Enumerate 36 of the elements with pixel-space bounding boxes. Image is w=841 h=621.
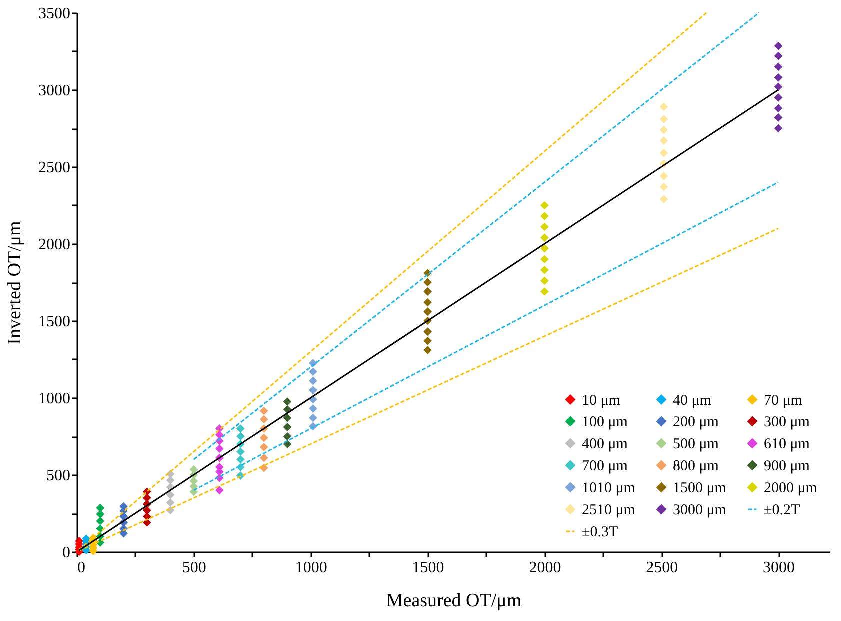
y-tick-label: 3000 (38, 82, 70, 100)
legend-label: 800 μm (673, 458, 720, 474)
x-tick-label: 3000 (763, 560, 796, 576)
legend-label: 40 μm (673, 392, 712, 409)
x-tick-label: 0 (78, 560, 86, 576)
x-axis-title: Measured OT/μm (386, 590, 522, 612)
y-tick-label: 3500 (38, 6, 70, 22)
legend-label: ±0.2T (764, 502, 800, 518)
legend-label: 300 μm (764, 414, 810, 430)
y-tick-label: 2500 (38, 160, 70, 176)
legend-label: 1010 μm (582, 480, 636, 496)
x-tick-label: 2500 (646, 560, 678, 576)
legend-label: 1500 μm (673, 480, 727, 496)
y-tick-label: 500 (46, 468, 70, 484)
x-tick-label: 1500 (412, 560, 444, 576)
legend-label: ±0.3T (582, 524, 618, 540)
legend-label: 10 μm (582, 392, 621, 409)
y-tick-label: 2000 (38, 236, 70, 254)
legend-label: 70 μm (764, 392, 803, 409)
y-axis-title: Inverted OT/μm (4, 220, 26, 345)
x-tick-label: 2000 (529, 560, 562, 576)
legend-label: 2510 μm (582, 502, 636, 518)
x-tick-label: 1000 (295, 560, 328, 576)
legend-label: 3000 μm (673, 502, 727, 518)
y-tick-label: 0 (62, 544, 70, 562)
legend-label: 200 μm (673, 414, 720, 430)
x-tick-label: 500 (182, 560, 206, 576)
y-tick-label: 1500 (38, 314, 70, 330)
legend-label: 400 μm (582, 436, 628, 452)
legend-label: 2000 μm (764, 480, 818, 496)
legend-label: 900 μm (764, 458, 810, 474)
legend-label: 500 μm (673, 436, 720, 452)
legend-label: 610 μm (764, 436, 810, 452)
legend-label: 100 μm (582, 414, 628, 430)
y-tick-label: 1000 (38, 390, 70, 408)
legend-label: 700 μm (582, 458, 628, 474)
